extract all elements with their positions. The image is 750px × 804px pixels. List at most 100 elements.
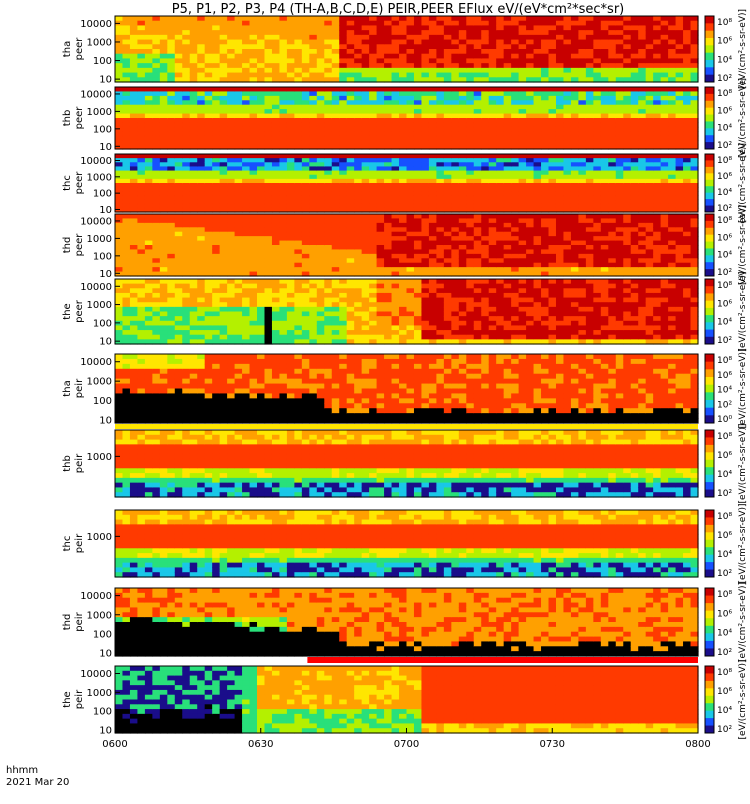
spectrogram-cell xyxy=(549,195,557,200)
spectrogram-cell xyxy=(130,236,138,241)
spectrogram-cell xyxy=(504,122,512,127)
spectrogram-cell xyxy=(190,58,198,63)
spectrogram-cell xyxy=(137,109,145,114)
spectrogram-cell xyxy=(556,214,564,219)
spectrogram-cell xyxy=(257,91,265,96)
spectrogram-cell xyxy=(578,100,586,105)
spectrogram-cell xyxy=(691,175,699,180)
colorbar-segment xyxy=(705,228,714,235)
spectrogram-cell xyxy=(317,87,325,92)
spectrogram-cell xyxy=(504,236,512,241)
spectrogram-cell xyxy=(384,162,392,167)
spectrogram-cell xyxy=(384,122,392,127)
spectrogram-cell xyxy=(451,25,459,30)
spectrogram-cell xyxy=(257,96,265,101)
spectrogram-cell xyxy=(302,21,310,26)
spectrogram-cell xyxy=(347,118,355,123)
spectrogram-cell xyxy=(623,191,631,196)
spectrogram-cell xyxy=(190,25,198,30)
spectrogram-cell xyxy=(205,131,213,136)
spectrogram-cell xyxy=(534,16,542,21)
spectrogram-cell xyxy=(377,249,385,254)
spectrogram-cell xyxy=(571,131,579,136)
spectrogram-cell xyxy=(287,288,295,293)
spectrogram-cell xyxy=(526,105,534,110)
spectrogram-cell xyxy=(526,122,534,127)
spectrogram-cell xyxy=(608,109,616,114)
spectrogram-cell xyxy=(212,195,220,200)
spectrogram-cell xyxy=(272,316,280,321)
spectrogram-cell xyxy=(339,171,347,176)
spectrogram-cell xyxy=(250,195,258,200)
colorbar-segment xyxy=(705,23,714,31)
spectrogram-cell xyxy=(504,258,512,263)
spectrogram-cell xyxy=(160,109,168,114)
spectrogram-cell xyxy=(444,91,452,96)
spectrogram-cell xyxy=(489,158,497,163)
spectrogram-cell xyxy=(676,195,684,200)
spectrogram-cell xyxy=(264,63,272,68)
spectrogram-cell xyxy=(302,284,310,289)
spectrogram-cell xyxy=(646,249,654,254)
spectrogram-cell xyxy=(145,214,153,219)
spectrogram-cell xyxy=(324,44,332,49)
spectrogram-cell xyxy=(668,136,676,141)
spectrogram-cell xyxy=(122,140,130,145)
spectrogram-cell xyxy=(182,122,190,127)
spectrogram-cell xyxy=(137,58,145,63)
spectrogram-cell xyxy=(264,166,272,171)
spectrogram-cell xyxy=(347,288,355,293)
colorbar-tick-label: 10⁸ xyxy=(717,18,732,28)
spectrogram-cell xyxy=(137,73,145,78)
spectrogram-cell xyxy=(653,267,661,272)
spectrogram-cell xyxy=(571,171,579,176)
spectrogram-cell xyxy=(145,325,153,330)
spectrogram-cell xyxy=(264,263,272,268)
spectrogram-cell xyxy=(242,131,250,136)
spectrogram-cell xyxy=(392,166,400,171)
spectrogram-cell xyxy=(122,16,130,21)
spectrogram-cell xyxy=(205,118,213,123)
spectrogram-cell xyxy=(160,140,168,145)
spectrogram-cell xyxy=(623,131,631,136)
spectrogram-cell xyxy=(526,195,534,200)
colorbar-segment xyxy=(705,193,714,200)
spectrogram-cell xyxy=(272,109,280,114)
spectrogram-cell xyxy=(182,63,190,68)
spectrogram-cell xyxy=(145,279,153,284)
spectrogram-cell xyxy=(466,140,474,145)
spectrogram-cell xyxy=(601,100,609,105)
spectrogram-cell xyxy=(541,166,549,171)
spectrogram-cell xyxy=(392,187,400,192)
spectrogram-cell xyxy=(369,241,377,246)
spectrogram-cell xyxy=(399,183,407,188)
spectrogram-cell xyxy=(152,241,160,246)
spectrogram-cell xyxy=(534,249,542,254)
spectrogram-cell xyxy=(451,267,459,272)
spectrogram-cell xyxy=(421,166,429,171)
spectrogram-cell xyxy=(526,91,534,96)
spectrogram-cell xyxy=(601,127,609,132)
spectrogram-cell xyxy=(541,109,549,114)
spectrogram-cell xyxy=(294,171,302,176)
spectrogram-cell xyxy=(324,236,332,241)
spectrogram-cell xyxy=(511,58,519,63)
spectrogram-cell xyxy=(317,227,325,232)
spectrogram-cell xyxy=(152,307,160,312)
spectrogram-cell xyxy=(369,25,377,30)
spectrogram-cell xyxy=(384,175,392,180)
spectrogram-cell xyxy=(578,73,586,78)
spectrogram-cell xyxy=(197,140,205,145)
spectrogram-cell xyxy=(646,232,654,237)
spectrogram-cell xyxy=(504,16,512,21)
spectrogram-cell xyxy=(444,263,452,268)
spectrogram-cell xyxy=(115,73,123,78)
spectrogram-cell xyxy=(593,254,601,259)
spectrogram-cell xyxy=(235,312,243,317)
gap-bar xyxy=(115,500,698,505)
spectrogram-cell xyxy=(324,254,332,259)
spectrogram-cell xyxy=(541,236,549,241)
spectrogram-cell xyxy=(586,258,594,263)
spectrogram-cell xyxy=(421,68,429,73)
